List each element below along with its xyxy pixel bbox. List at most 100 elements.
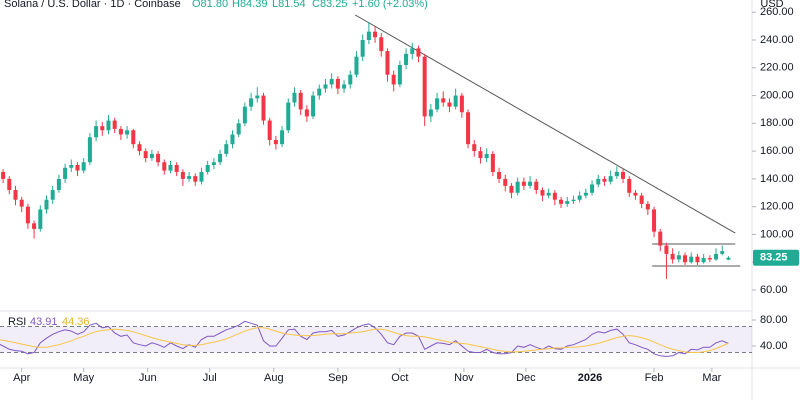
candle-body [645,203,650,210]
y-tick-label: 160.00 [760,145,794,157]
candle-body [701,258,706,263]
rsi-ma-readout: 44.36 [62,316,90,328]
candle-body [32,223,37,229]
candle-body [205,165,210,172]
x-tick-label: Jul [203,372,217,384]
candle-body [435,98,440,110]
candle-body [180,171,185,179]
candle-body [63,167,68,179]
candle-body [689,256,694,263]
candle-body [131,130,136,145]
y-tick-label: 220.00 [760,62,794,74]
candle-body [1,171,6,179]
candle-body [280,130,285,145]
y-tick-label: 40.00 [760,340,788,352]
x-tick-label: Sep [328,372,348,384]
x-tick-label: Mar [702,372,721,384]
ohlc-close: C83.25 [312,0,347,10]
candle-body [94,126,99,138]
candle-body [658,231,663,246]
candle-body [255,95,260,99]
candle-body [552,192,557,200]
candle-body [304,109,309,117]
candle-body [292,92,297,103]
candle-body [410,48,415,54]
candle-body [342,84,347,89]
candle-body [286,102,291,131]
candle-body [590,184,595,193]
x-tick-label: 2026 [578,372,602,384]
candle-body [528,181,533,186]
y-tick-label: 120.00 [760,201,794,213]
candle-body [428,109,433,117]
candle-body [317,88,322,96]
candle-body [25,206,30,224]
candle-body [621,171,626,179]
candle-body [633,192,638,196]
candle-body [273,140,278,145]
symbol-title: Solana / U.S. Dollar · 1D · Coinbase [4,0,181,10]
x-tick-label: Dec [516,372,536,384]
candle-body [230,134,235,145]
candle-body [608,176,613,182]
candle-body [13,190,18,200]
candle-body [503,178,508,186]
candle-body [596,178,601,185]
x-tick-label: Oct [391,372,408,384]
y-tick-label: 60.00 [760,284,788,296]
candle-body [695,256,700,263]
candle-body [639,195,644,204]
candle-body [311,95,316,117]
candle-body [670,253,675,260]
candle-body [614,171,619,177]
candle-body [565,201,570,204]
candle-body [156,153,161,163]
x-tick-label: Nov [454,372,474,384]
x-tick-label: Apr [13,372,30,384]
candle-body [602,178,607,182]
ohlc-low: L81.54 [272,0,306,10]
candle-body [50,190,55,200]
candle-body [447,102,452,107]
candle-body [540,190,545,196]
candle-body [218,153,223,163]
candle-body [137,144,142,152]
candle-body [199,171,204,182]
candle-body [329,78,334,85]
ohlc-high: H84.39 [232,0,267,10]
y-tick-label: 80.00 [760,314,788,326]
candle-body [379,37,384,52]
y-tick-label: 260.00 [760,6,794,18]
candle-body [38,209,43,229]
candle-body [298,92,303,110]
candle-body [652,209,657,232]
y-tick-label: 100.00 [760,228,794,240]
candle-body [7,178,12,190]
candle-body [56,178,61,190]
candle-body [174,165,179,172]
candle-body [125,130,130,135]
candle-body [81,162,86,171]
candle-body [267,120,272,140]
candle-body [472,144,477,152]
candle-body [149,153,154,159]
candle-body [261,95,266,121]
candle-body [720,251,725,254]
candle-body [416,48,421,57]
candle-body [118,128,123,135]
candle-body [441,98,446,103]
candle-body [162,162,167,171]
candle-body [534,181,539,190]
candle-body [422,56,427,117]
last-price-label: 83.25 [760,252,788,264]
candle-body [466,112,471,145]
y-tick-label: 180.00 [760,117,794,129]
ohlc-open: O81.80 [192,0,228,10]
candle-body [69,165,74,168]
rsi-line [0,320,729,357]
candle-body [360,40,365,57]
candle-body [714,253,719,260]
candle-body [75,165,80,171]
